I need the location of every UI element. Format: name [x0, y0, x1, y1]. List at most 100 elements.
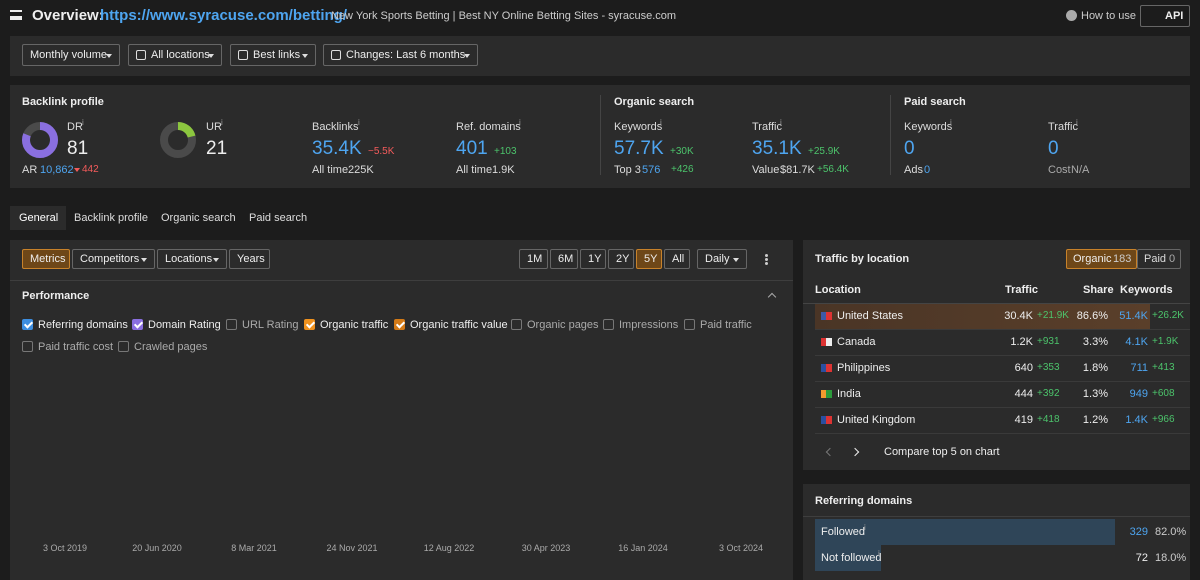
metric-checkbox[interactable] [684, 319, 695, 330]
tab[interactable]: Backlink profile [74, 212, 148, 224]
keywords-value[interactable]: 51.4K [1119, 310, 1148, 322]
x-axis-label: 8 Mar 2021 [231, 543, 277, 553]
traffic-share: 1.3% [1082, 388, 1108, 400]
metric-toggle-label[interactable]: URL Rating [242, 319, 299, 331]
chart-control[interactable]: Metrics [22, 249, 70, 269]
row-separator [815, 433, 1190, 434]
filter-button[interactable]: All locations [128, 44, 222, 66]
range-button[interactable]: All [664, 249, 690, 269]
filter-button[interactable]: Monthly volume [22, 44, 120, 66]
panel-title: Traffic by location [815, 253, 910, 265]
metric-sub-label: Cost [1048, 164, 1071, 176]
range-button[interactable]: 5Y [636, 249, 662, 269]
chart-control[interactable]: Competitors [72, 249, 155, 269]
section-title: Backlink profile [22, 96, 104, 108]
rating-donut [22, 122, 58, 158]
traffic-value: 640 [1014, 362, 1033, 374]
keywords-change: +413 [1152, 362, 1175, 373]
filter-button[interactable]: Best links [230, 44, 316, 66]
metric-toggle-label[interactable]: Organic traffic [320, 319, 389, 331]
performance-title: Performance [22, 290, 90, 302]
help-icon[interactable] [1066, 10, 1077, 21]
metric-change: −5.5K [368, 146, 395, 157]
toggle-label[interactable]: Organic [1073, 253, 1112, 265]
range-button[interactable]: 1Y [580, 249, 606, 269]
metric-checkbox[interactable] [304, 319, 315, 330]
metric-checkbox[interactable] [132, 319, 143, 330]
metric-toggle-label[interactable]: Organic traffic value [410, 319, 508, 331]
keywords-value[interactable]: 1.4K [1125, 414, 1148, 426]
traffic-value: 1.2K [1010, 336, 1033, 348]
keywords-change: +1.9K [1152, 336, 1179, 347]
row-separator [815, 329, 1190, 330]
metric-toggle-label[interactable]: Paid traffic cost [38, 341, 113, 353]
metric-toggle-label[interactable]: Paid traffic [700, 319, 752, 331]
compare-link[interactable]: Compare top 5 on chart [884, 446, 1000, 458]
api-button[interactable]: API [1140, 5, 1190, 27]
metric-label: Traffic [752, 121, 782, 133]
keywords-value[interactable]: 711 [1130, 362, 1148, 374]
info-icon: i [660, 118, 662, 127]
metric-sub-value: N/A [1071, 164, 1090, 176]
section-title: Organic search [614, 96, 695, 108]
range-button[interactable]: 2Y [608, 249, 634, 269]
traffic-change: +353 [1037, 362, 1060, 373]
metric-sub-label: Ads [904, 164, 923, 176]
row-separator [815, 355, 1190, 356]
metric-label: Keywords [614, 121, 663, 133]
metric-checkbox[interactable] [22, 341, 33, 352]
metric-checkbox[interactable] [603, 319, 614, 330]
metric-toggle-label[interactable]: Impressions [619, 319, 679, 331]
metric-checkbox[interactable] [22, 319, 33, 330]
chart-control[interactable]: Locations [157, 249, 227, 269]
info-icon: i [221, 118, 223, 127]
metric-sub-value: 225K [348, 164, 374, 176]
toggle-label[interactable]: Paid [1144, 253, 1167, 265]
info-icon: i [950, 118, 952, 127]
filter-button[interactable]: Changes: Last 6 months [323, 44, 478, 66]
row-value[interactable]: 329 [1129, 526, 1148, 538]
range-button[interactable]: 6M [550, 249, 578, 269]
metric-toggle-label[interactable]: Organic pages [527, 319, 599, 331]
x-axis-label: 3 Oct 2024 [718, 543, 764, 553]
interval-button[interactable]: Daily [697, 249, 747, 269]
page-url[interactable]: https://www.syracuse.com/betting/ [100, 7, 347, 24]
menu-dot[interactable] [765, 254, 768, 257]
keywords-value[interactable]: 949 [1129, 388, 1148, 400]
metric-checkbox[interactable] [118, 341, 129, 352]
row-share: 18.0% [1155, 552, 1187, 564]
metric-toggle-label[interactable]: Crawled pages [134, 341, 208, 353]
tab[interactable]: General [19, 212, 59, 224]
menu-icon[interactable] [10, 10, 22, 20]
country-name: United States [837, 310, 904, 322]
paid-toggle[interactable] [1137, 249, 1181, 269]
toggle-count: 0 [1169, 253, 1176, 265]
help-link[interactable]: How to use [1081, 10, 1137, 22]
menu-dot[interactable] [765, 262, 768, 265]
chart-control[interactable]: Years [229, 249, 270, 269]
x-axis-label: 12 Aug 2022 [423, 543, 475, 553]
metric-checkbox[interactable] [394, 319, 405, 330]
metric-sub-change: +426 [671, 164, 694, 175]
metric-toggle-label[interactable]: Domain Rating [148, 319, 221, 331]
country-flag [821, 338, 832, 346]
country-name: Philippines [837, 362, 891, 374]
panel-title: Referring domains [815, 495, 913, 507]
metric-value: 21 [206, 138, 228, 159]
metric-checkbox[interactable] [511, 319, 522, 330]
metric-value: 81 [67, 138, 89, 159]
organic-toggle[interactable] [1066, 249, 1137, 269]
info-icon: i [1076, 118, 1078, 127]
metric-toggle-label[interactable]: Referring domains [38, 319, 128, 331]
range-button[interactable]: 1M [519, 249, 548, 269]
section-title: Paid search [904, 96, 966, 108]
traffic-value: 30.4K [1004, 310, 1033, 322]
menu-dot[interactable] [765, 258, 768, 261]
row-separator [815, 407, 1190, 408]
metric-label: Ref. domains [456, 121, 521, 133]
keywords-value[interactable]: 4.1K [1125, 336, 1148, 348]
metric-sub-value: 0 [924, 164, 931, 176]
tab[interactable]: Organic search [161, 212, 236, 224]
metric-checkbox[interactable] [226, 319, 237, 330]
tab[interactable]: Paid search [249, 212, 308, 224]
